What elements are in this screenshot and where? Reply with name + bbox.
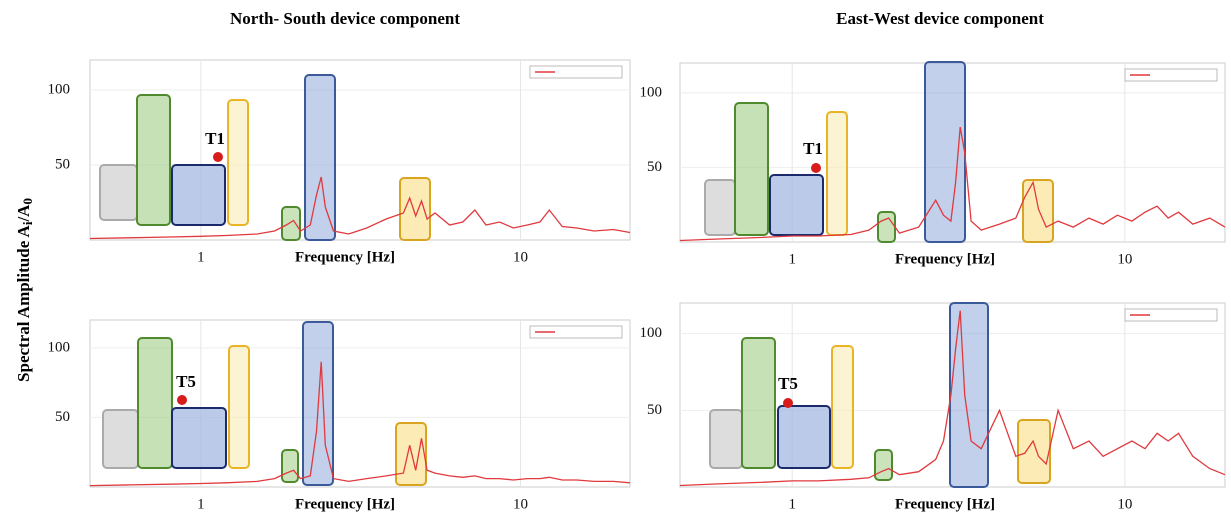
building-wing [103,410,138,468]
highlight-green [282,207,300,240]
y-tick-label: 100 [48,81,71,97]
sensor-label: T5 [176,372,196,391]
y-label-part: Spectral Amplitude A [14,224,33,382]
building-wing [100,165,137,220]
y-tick-label: 100 [48,339,71,355]
x-tick-label: 1 [197,249,205,265]
x-tick-label: 1 [197,496,205,512]
y-tick-label: 50 [55,409,70,425]
building-dome [735,103,768,235]
sensor-dot [811,163,821,173]
highlight-blue [950,303,988,487]
x-tick-label: 1 [788,496,796,512]
sensor-dot [783,398,793,408]
building-tower [229,346,249,468]
y-tick-label: 100 [640,325,663,341]
highlight-blue [925,62,965,242]
highlight-blue [305,75,335,240]
building-tower [228,100,248,225]
building-block [172,408,226,468]
building-dome [138,338,172,468]
y-tick-label: 50 [647,402,662,418]
y-tick-label: 50 [647,159,662,175]
building-dome [137,95,170,225]
highlight-yellow [1018,420,1050,483]
sensor-label: T5 [778,374,798,393]
highlight-green [878,212,895,242]
x-axis-label: Frequency [Hz] [295,496,395,512]
building-block [172,165,225,225]
x-tick-label: 10 [1117,251,1132,267]
highlight-green [282,450,298,482]
highlight-yellow [1023,180,1053,242]
highlight-green [875,450,892,480]
building-tower [832,346,853,468]
x-axis-label: Frequency [Hz] [295,249,395,265]
building-wing [705,180,735,235]
y-axis-label: Spectral Amplitude Ai/A0 [14,198,35,382]
y-tick-label: 50 [55,156,70,172]
x-tick-label: 10 [1117,496,1132,512]
x-tick-label: 10 [513,249,528,265]
x-axis-label: Frequency [Hz] [895,496,995,512]
sensor-label: T1 [803,139,823,158]
sensor-dot [213,152,223,162]
column-title: North- South device component [230,9,460,28]
sensor-dot [177,395,187,405]
building-wing [710,410,742,468]
y-label-part: /A [14,204,33,223]
building-dome [742,338,775,468]
x-tick-label: 1 [788,251,796,267]
column-title: East-West device component [836,9,1044,28]
x-axis-label: Frequency [Hz] [895,251,995,267]
highlight-yellow [396,423,426,485]
building-block [778,406,830,468]
building-block [770,175,823,235]
x-tick-label: 10 [513,496,528,512]
building-tower [827,112,847,235]
sensor-label: T1 [205,129,225,148]
figure: North- South device component East-West … [0,0,1231,521]
y-tick-label: 100 [640,84,663,100]
y-label-sub: 0 [20,198,35,205]
